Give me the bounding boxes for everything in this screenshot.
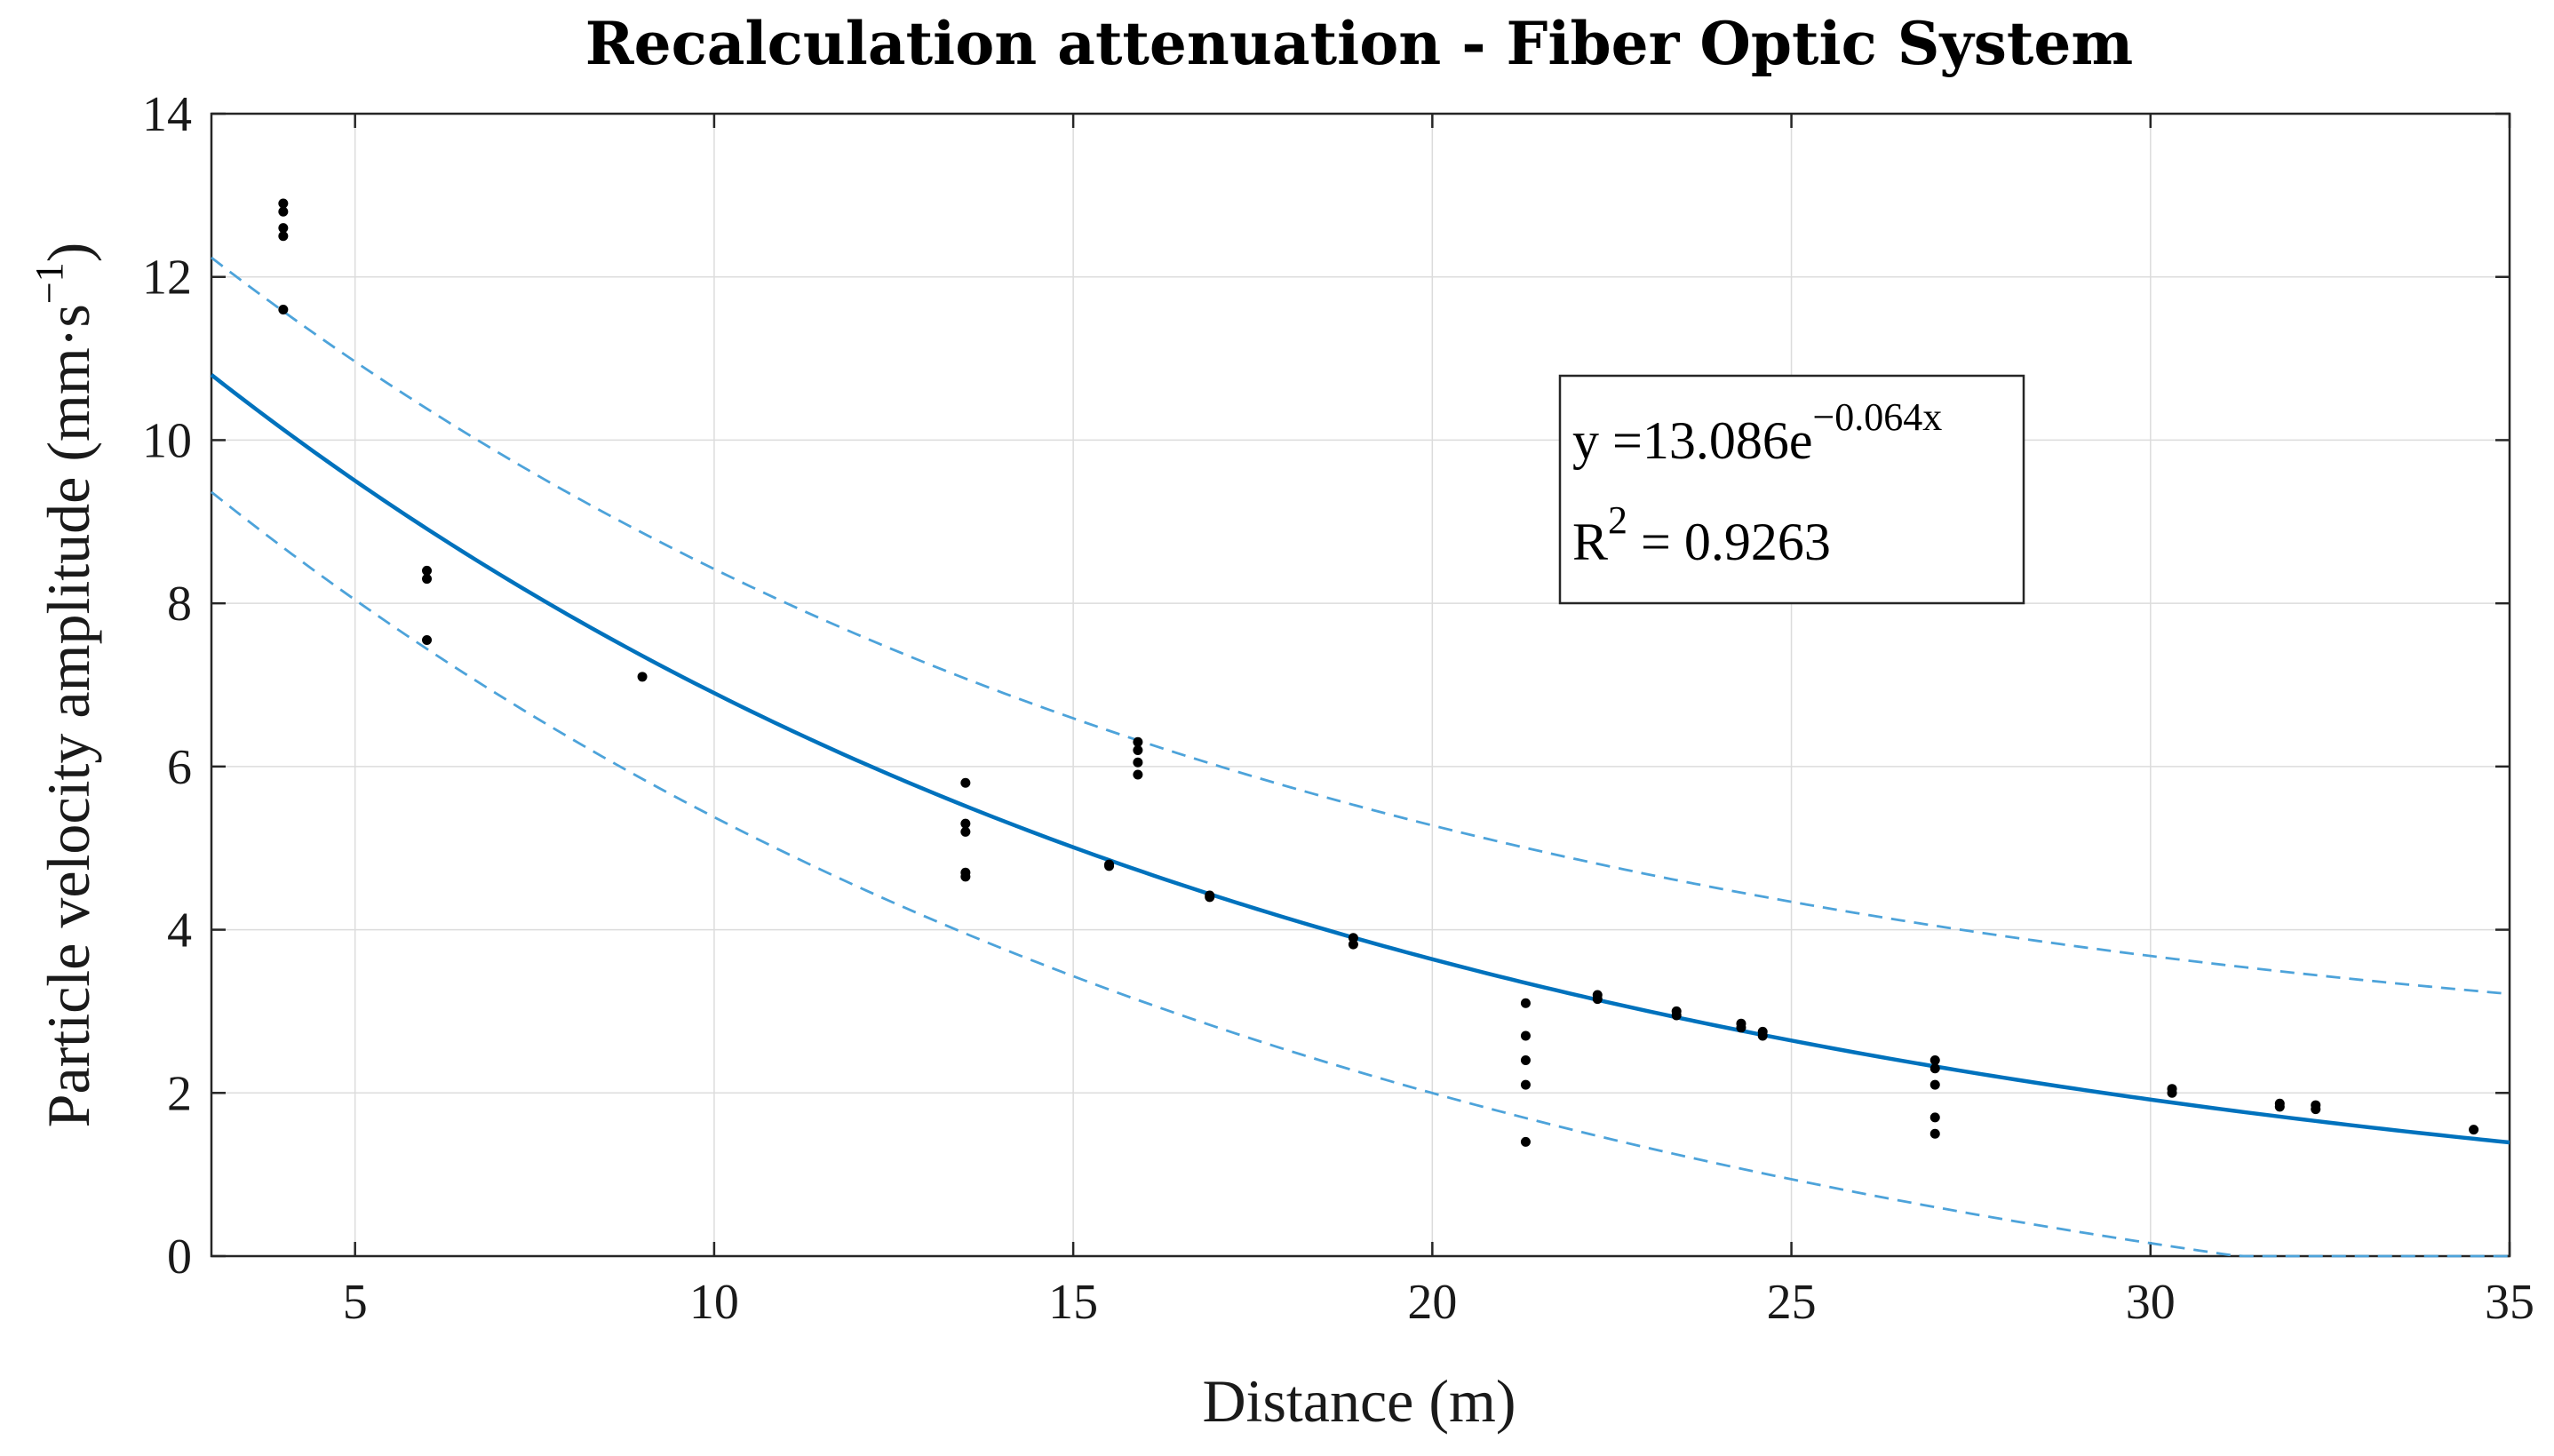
data-point xyxy=(1133,736,1143,747)
data-point xyxy=(1929,1063,1940,1074)
x-axis-label: Distance (m) xyxy=(1202,1367,1516,1435)
r-squared-prefix: R xyxy=(1572,513,1608,571)
data-point xyxy=(2311,1104,2321,1115)
data-point xyxy=(1133,769,1143,780)
equation-prefix: y =13.086e xyxy=(1572,411,1812,470)
data-point xyxy=(278,198,289,209)
data-point xyxy=(278,223,289,234)
data-point xyxy=(960,818,971,829)
x-tick-label: 25 xyxy=(1767,1275,1817,1330)
y-tick-label: 0 xyxy=(167,1229,192,1285)
data-point xyxy=(1520,1079,1531,1090)
axis-ticks: 5 10 15 20 25 30 35 0 2 4 6 8 10 12 14 xyxy=(142,87,2534,1330)
y-axis-label: Particle velocity amplitude (mm·s−1) xyxy=(28,243,102,1128)
chart-title: Recalculation attenuation - Fiber Optic … xyxy=(585,9,2133,78)
y-tick-label: 2 xyxy=(167,1066,192,1121)
r-squared-sup: 2 xyxy=(1608,498,1627,542)
data-point xyxy=(1348,939,1358,950)
y-tick-label: 8 xyxy=(167,577,192,632)
plot-area xyxy=(210,112,2511,1258)
grid xyxy=(211,113,2510,1257)
r-squared-text: R2 = 0.9263 xyxy=(1572,498,1831,571)
data-point xyxy=(1520,1030,1531,1041)
data-point xyxy=(1929,1112,1940,1123)
data-point xyxy=(2167,1087,2177,1098)
data-point xyxy=(2274,1102,2285,1112)
fit-curve-line xyxy=(210,373,2510,1145)
lower-bound-line xyxy=(211,490,2510,1258)
data-point xyxy=(278,206,289,217)
data-point xyxy=(1592,994,1603,1005)
data-point xyxy=(960,871,971,882)
x-tick-label: 5 xyxy=(343,1275,368,1330)
y-tick-label: 10 xyxy=(142,413,192,468)
data-point xyxy=(1520,1136,1531,1147)
equation-exponent: −0.064x xyxy=(1812,395,1942,439)
data-point xyxy=(960,826,971,837)
data-points xyxy=(278,198,2479,1147)
x-tick-label: 30 xyxy=(2126,1275,2176,1330)
data-point xyxy=(960,777,971,788)
y-tick-label: 4 xyxy=(167,903,192,959)
data-point xyxy=(422,634,433,645)
data-point xyxy=(1133,757,1143,768)
y-axis-label-main: Particle velocity amplitude (mm·s xyxy=(35,304,102,1127)
y-tick-label: 14 xyxy=(142,87,192,142)
data-point xyxy=(1929,1055,1940,1066)
equation-text: y =13.086e−0.064x xyxy=(1572,395,1942,470)
data-point xyxy=(1520,998,1531,1008)
x-tick-label: 35 xyxy=(2485,1275,2534,1330)
r-squared-value: = 0.9263 xyxy=(1627,513,1831,571)
data-point xyxy=(2469,1125,2479,1135)
data-point xyxy=(1520,1055,1531,1066)
data-point xyxy=(637,672,648,682)
data-point xyxy=(1929,1079,1940,1090)
y-axis-label-sup: −1 xyxy=(28,262,71,304)
x-tick-label: 10 xyxy=(689,1275,739,1330)
data-point xyxy=(1104,861,1115,871)
data-point xyxy=(278,304,289,314)
data-point xyxy=(278,231,289,242)
x-tick-label: 15 xyxy=(1048,1275,1098,1330)
data-point xyxy=(1205,890,1215,901)
data-point xyxy=(1671,1010,1682,1021)
y-tick-label: 12 xyxy=(142,251,192,306)
data-point xyxy=(422,574,433,585)
equation-box: y =13.086e−0.064x R2 = 0.9263 xyxy=(1558,374,2025,605)
data-point xyxy=(1757,1030,1768,1041)
data-point xyxy=(1736,1022,1746,1033)
x-tick-label: 20 xyxy=(1407,1275,1457,1330)
data-point xyxy=(1133,744,1143,755)
y-axis-label-close: ) xyxy=(35,243,102,263)
upper-bound-line xyxy=(211,256,2510,996)
equation-box-frame xyxy=(1558,374,2025,605)
y-tick-label: 6 xyxy=(167,740,192,795)
data-point xyxy=(1929,1128,1940,1139)
data-point xyxy=(422,565,433,576)
